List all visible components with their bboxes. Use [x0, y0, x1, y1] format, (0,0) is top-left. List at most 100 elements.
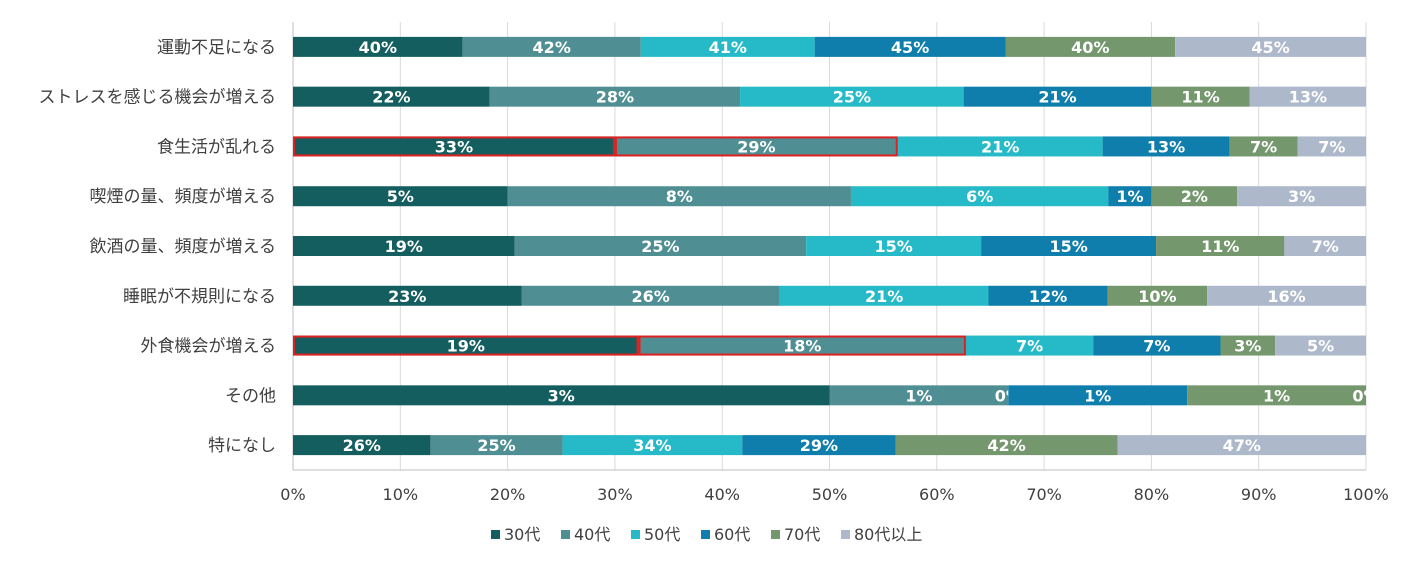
bar-segment — [742, 435, 896, 456]
bar-value-label: 33% — [435, 137, 473, 156]
bar-segment — [1008, 385, 1188, 406]
legend-swatch — [841, 530, 850, 539]
bar-value-label: 13% — [1147, 137, 1185, 156]
bar-segment — [779, 285, 989, 306]
legend-label: 50代 — [644, 525, 680, 544]
bar-value-label: 42% — [533, 38, 571, 57]
bar-segment — [1005, 36, 1176, 57]
bar-value-label: 34% — [633, 436, 671, 455]
bar-segment — [895, 435, 1118, 456]
bar-value-label: 1% — [905, 386, 932, 405]
x-tick-label: 80% — [1134, 485, 1170, 504]
bar-value-label: 18% — [783, 337, 821, 356]
bar-value-label: 0% — [1352, 386, 1379, 405]
bar-value-label: 22% — [372, 88, 410, 107]
highlight-box — [293, 136, 615, 157]
bar-segment — [293, 86, 490, 107]
bar-value-label: 3% — [1288, 187, 1315, 206]
bar-segment — [1117, 435, 1366, 456]
bar-segment — [1220, 335, 1276, 356]
bar-segment — [293, 285, 522, 306]
legend-label: 60代 — [714, 525, 750, 544]
x-tick-label: 100% — [1343, 485, 1389, 504]
bar-value-label: 40% — [359, 38, 397, 57]
bar-segment — [1102, 136, 1230, 157]
bar-segment — [1297, 136, 1366, 157]
x-tick-label: 70% — [1026, 485, 1062, 504]
x-tick-label: 30% — [597, 485, 633, 504]
category-label: 飲酒の量、頻度が増える — [90, 237, 277, 257]
bar-value-label: 10% — [1138, 287, 1176, 306]
bar-segment — [897, 136, 1103, 157]
bar-value-label: 19% — [385, 237, 423, 256]
bar-value-label: 1% — [1263, 386, 1290, 405]
bar-segment — [430, 435, 563, 456]
bar-value-label: 21% — [981, 137, 1019, 156]
bar-value-label: 1% — [1116, 187, 1143, 206]
category-label: 特になし — [208, 436, 276, 456]
bar-value-label: 3% — [1234, 337, 1261, 356]
bar-segment — [1107, 285, 1208, 306]
legend-swatch — [491, 530, 500, 539]
bar-value-label: 42% — [987, 436, 1025, 455]
bar-value-label: 29% — [800, 436, 838, 455]
bar-value-label: 21% — [1038, 88, 1076, 107]
bar-value-label: 15% — [874, 237, 912, 256]
bar-value-label: 2% — [1181, 187, 1208, 206]
category-label: 外食機会が増える — [141, 337, 277, 357]
bar-value-label: 29% — [737, 137, 775, 156]
bar-value-label: 8% — [666, 187, 693, 206]
bar-value-label: 5% — [387, 187, 414, 206]
bar-segment — [1093, 335, 1221, 356]
legend-swatch — [701, 530, 710, 539]
bar-segment — [640, 36, 815, 57]
legend-swatch — [771, 530, 780, 539]
bar-value-label: 7% — [1312, 237, 1339, 256]
bar-value-label: 21% — [865, 287, 903, 306]
bar-value-label: 25% — [833, 88, 871, 107]
bar-segment — [462, 36, 641, 57]
bar-segment — [293, 186, 508, 207]
bar-value-label: 25% — [641, 237, 679, 256]
bar-value-label: 12% — [1029, 287, 1067, 306]
bar-value-label: 16% — [1267, 287, 1305, 306]
bar-segment — [1237, 186, 1366, 207]
bar-value-label: 28% — [596, 88, 634, 107]
bar-segment — [1249, 86, 1366, 107]
bar-segment — [489, 86, 741, 107]
x-tick-label: 60% — [919, 485, 955, 504]
bar-segment — [562, 435, 743, 456]
bar-segment — [293, 335, 639, 356]
bar-segment — [1151, 86, 1250, 107]
bar-segment — [1187, 385, 1366, 406]
bar-value-label: 47% — [1223, 436, 1261, 455]
bar-segment — [829, 385, 1009, 406]
legend-label: 40代 — [574, 525, 610, 544]
bar-segment — [1207, 285, 1366, 306]
category-label: 喫煙の量、頻度が増える — [90, 187, 277, 207]
legend-label: 80代以上 — [854, 525, 922, 544]
bar-value-label: 26% — [632, 287, 670, 306]
bar-segment — [293, 36, 463, 57]
bar-segment — [1229, 136, 1298, 157]
highlight-box — [638, 335, 966, 356]
x-tick-label: 20% — [490, 485, 526, 504]
x-tick-label: 0% — [280, 485, 305, 504]
bar-segment — [1175, 36, 1366, 57]
x-tick-label: 90% — [1241, 485, 1277, 504]
bar-value-label: 7% — [1143, 337, 1170, 356]
bar-value-label: 7% — [1016, 337, 1043, 356]
bar-segment — [614, 136, 898, 157]
bar-segment — [293, 136, 615, 157]
bar-value-label: 1% — [1084, 386, 1111, 405]
bar-value-label: 45% — [1251, 38, 1289, 57]
bar-segment — [988, 285, 1108, 306]
bar-value-label: 11% — [1181, 88, 1219, 107]
bar-segment — [638, 335, 966, 356]
category-label: 食生活が乱れる — [157, 137, 276, 157]
bar-segment — [814, 36, 1006, 57]
legend-swatch — [631, 530, 640, 539]
bar-segment — [1151, 186, 1238, 207]
bar-segment — [1284, 236, 1366, 256]
